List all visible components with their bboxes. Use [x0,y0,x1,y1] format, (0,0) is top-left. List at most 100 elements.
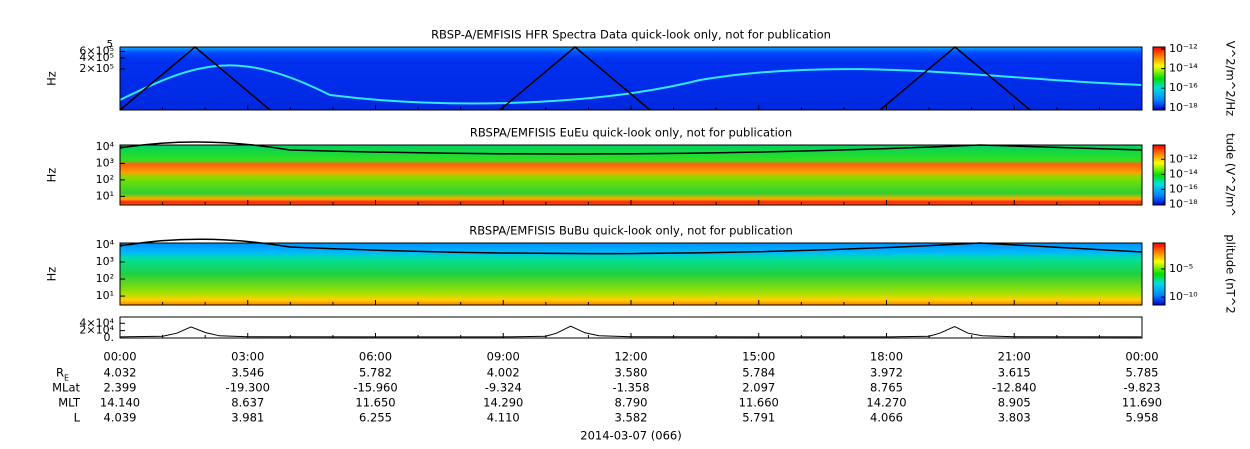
y-axis-label: Hz [45,71,59,86]
model-curve [119,141,1143,155]
ephemeris-value: 11.660 [739,396,779,410]
plot-frame [119,316,1143,339]
ephemeris-value: 4.032 [104,366,137,380]
x-tick-label: 03:00 [231,350,264,364]
ephemeris-value: 8.637 [231,396,264,410]
ephemeris-value: 11.690 [1122,396,1162,410]
colorbar-tick-label: 10⁻¹² [1169,152,1198,165]
ephemeris-value: 4.002 [487,366,520,380]
ephemeris-value: 5.784 [742,366,775,380]
ephemeris-value: 4.066 [870,411,903,425]
ephemeris-value: 8.790 [615,396,648,410]
y-tick-label: 10¹ [96,189,114,202]
colorbar-tick-label: 10⁻¹⁶ [1169,81,1198,94]
spectrogram-image [120,47,1142,110]
colorbar-tick-label: 10⁻⁵ [1169,262,1193,275]
row-label: MLat [52,381,80,395]
ephemeris-value: -19.300 [226,381,270,395]
x-tick-label: 09:00 [487,350,520,364]
date-label: 2014-03-07 (066) [580,429,681,443]
ephemeris-value: 14.290 [483,396,523,410]
y-tick-label: 4×10⁵ [79,51,114,64]
ephemeris-value: 2.399 [104,381,137,395]
colorbar-frame [1152,46,1166,111]
row-label-subscript: E [64,374,69,383]
ephemeris-value: 5.958 [1126,411,1159,425]
colorbar-tick-label: 10⁻¹⁴ [1169,167,1198,180]
colorbar [1153,145,1165,205]
line-series [119,325,1142,338]
colorbar-tick-label: 10⁻¹² [1169,42,1198,55]
ephemeris-value: 4.110 [487,411,520,425]
ephemeris-value: -12.840 [992,381,1036,395]
ephemeris-value: -15.960 [353,381,397,395]
ephemeris-value: 3.615 [998,366,1031,380]
ephemeris-value: 8.905 [998,396,1031,410]
ephemeris-value: 3.972 [870,366,903,380]
colorbar [1153,47,1165,110]
ephemeris-value: 3.981 [231,411,264,425]
ephemeris-value: 3.582 [615,411,648,425]
colorbar-label: tude (V^2/m^ [1224,133,1238,217]
y-tick-label: 10³ [96,255,114,268]
colorbar-tick-label: 10⁻¹⁶ [1169,182,1198,195]
y-tick-label: 0. [104,331,115,344]
colorbar-frame [1152,144,1166,206]
panel-title: RBSP-A/EMFISIS HFR Spectra Data quick-lo… [431,28,831,42]
panel-title: RBSPA/EMFISIS BuBu quick-look only, not … [469,224,793,238]
panel-title: RBSPA/EMFISIS EuEu quick-look only, not … [470,126,792,140]
ephemeris-value: 3.580 [615,366,648,380]
ephemeris-value: 3.546 [231,366,264,380]
y-tick-label: 5 [107,39,113,50]
x-tick-label: 15:00 [742,350,775,364]
colorbar [1153,243,1165,305]
model-curve [119,238,1143,255]
row-label: R [56,366,64,380]
colorbar-tick-label: 10⁻¹⁴ [1169,62,1198,75]
y-tick-label: 10⁴ [96,140,115,153]
plot-frame [119,242,1143,306]
y-tick-label: 10⁴ [96,238,115,251]
y-tick-label: 10¹ [96,289,114,302]
plot-frame [119,46,1143,111]
x-tick-label: 18:00 [870,350,903,364]
y-tick-label: 4×10⁴ [79,316,114,329]
spectrogram-image [120,145,1142,205]
ephemeris-value: 6.255 [359,411,392,425]
x-tick-label: 06:00 [359,350,392,364]
row-label: L [74,411,81,425]
ephemeris-value: 14.140 [100,396,140,410]
x-tick-label: 21:00 [998,350,1031,364]
ephemeris-value: 2.097 [742,381,775,395]
ephemeris-value: 14.270 [866,396,906,410]
colorbar-label: plitude (nT^2 [1224,234,1238,313]
ephemeris-value: 5.785 [1126,366,1159,380]
y-axis-label: Hz [45,168,59,183]
spectrogram-image [120,243,1142,305]
colorbar-label: V^2/m^2/Hz [1224,41,1238,116]
ephemeris-value: 5.782 [359,366,392,380]
ephemeris-value: 4.039 [104,411,137,425]
colorbar-tick-label: 10⁻¹⁸ [1169,101,1198,114]
ephemeris-value: 3.803 [998,411,1031,425]
colorbar-frame [1152,242,1166,306]
colorbar-tick-label: 10⁻¹⁸ [1169,197,1198,210]
y-axis-label: Hz [45,267,59,282]
y-tick-label: 6×10⁵ [79,45,114,58]
y-tick-label: 2×10⁴ [79,324,114,337]
x-tick-label: 00:00 [1125,350,1158,364]
y-tick-label: 10² [96,173,114,186]
ephemeris-value: -9.823 [1123,381,1160,395]
ephemeris-value: 11.650 [355,396,395,410]
y-tick-label: 2×10⁵ [79,62,114,75]
x-tick-label: 12:00 [614,350,647,364]
spectral-band [119,64,1143,105]
y-tick-label: 10³ [96,156,114,169]
ephemeris-value: 5.791 [742,411,775,425]
colorbar-tick-label: 10⁻¹⁰ [1169,290,1198,303]
plot-frame [119,144,1143,206]
x-tick-label: 00:00 [103,350,136,364]
ephemeris-value: -1.358 [612,381,649,395]
ephemeris-value: 8.765 [870,381,903,395]
